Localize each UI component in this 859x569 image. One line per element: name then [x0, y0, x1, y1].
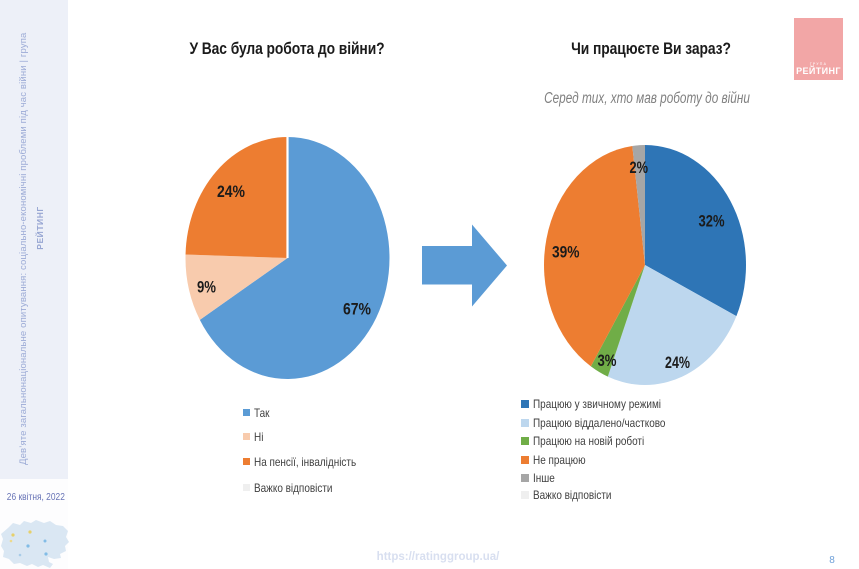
svg-text:9%: 9% — [197, 277, 216, 296]
svg-text:39%: 39% — [552, 243, 580, 262]
svg-text:24%: 24% — [217, 182, 245, 201]
svg-text:67%: 67% — [343, 300, 371, 319]
svg-text:32%: 32% — [699, 212, 725, 231]
svg-text:24%: 24% — [665, 353, 690, 372]
svg-text:2%: 2% — [630, 158, 649, 177]
svg-text:3%: 3% — [598, 351, 617, 370]
